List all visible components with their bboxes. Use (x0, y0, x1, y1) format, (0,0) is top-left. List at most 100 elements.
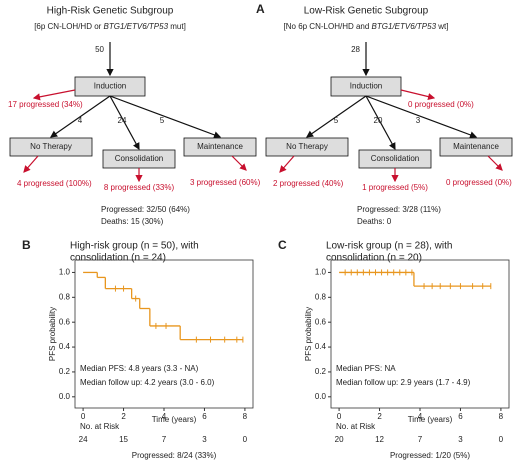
diagram-subtitle: [No 6p CN-LOH/HD and BTG1/ETV6/TP53 wt] (284, 22, 449, 31)
red-arrow (231, 155, 247, 171)
branch-count: 3 (416, 116, 421, 125)
y-axis-label: PFS probability (304, 307, 313, 361)
subtitle-part: mut] (168, 22, 186, 31)
x-tick-label: 6 (458, 412, 463, 421)
risk-value: 7 (162, 435, 167, 444)
box-label: No Therapy (30, 142, 72, 151)
y-tick-label: 0.0 (59, 392, 71, 401)
x-tick-label: 4 (418, 412, 423, 421)
chart-title: consolidation (n = 24) (70, 253, 166, 264)
y-tick-label: 0.4 (315, 342, 327, 351)
summary: Deaths: 0 (357, 217, 392, 226)
risk-value: 0 (243, 435, 248, 444)
arrow (365, 95, 478, 139)
box (265, 137, 349, 157)
box-label: Consolidation (115, 154, 163, 163)
progressed: 0 progressed (0%) (446, 178, 512, 187)
subtitle-part: BTG1/ETV6/TP53 (104, 22, 169, 31)
arrow (109, 95, 140, 151)
box (9, 137, 93, 157)
x-tick-label: 4 (162, 412, 167, 421)
y-tick-label: 0.2 (59, 367, 71, 376)
x-tick-label: 2 (121, 412, 126, 421)
risk-value: 3 (202, 435, 207, 444)
x-tick-label: 0 (337, 412, 342, 421)
progressed: 1 progressed (5%) (362, 183, 428, 192)
risk-value: 3 (458, 435, 463, 444)
box-label: No Therapy (286, 142, 328, 151)
arrow (365, 95, 396, 151)
risk-value: 24 (79, 435, 88, 444)
arrow (306, 95, 367, 138)
risk-label: No. at Risk (336, 422, 376, 431)
panel-label: C (278, 238, 287, 252)
risk-value: 0 (499, 435, 504, 444)
branch-count: 24 (118, 116, 127, 125)
annotation: Median PFS: NA (336, 364, 396, 373)
summary: Progressed: 3/28 (11%) (357, 205, 441, 214)
chart-title: consolidation (n = 20) (326, 253, 422, 264)
red-arrow (23, 155, 39, 173)
risk-value: 20 (335, 435, 344, 444)
x-tick-label: 6 (202, 412, 207, 421)
x-axis-label: Time (years) (408, 415, 453, 424)
chart-title: Low-risk group (n = 28), with (326, 241, 452, 252)
box (183, 137, 257, 157)
footer: Progressed: 8/24 (33%) (132, 451, 217, 460)
risk-value: 7 (418, 435, 423, 444)
x-tick-label: 8 (499, 412, 504, 421)
risk-label: No. at Risk (80, 422, 120, 431)
diagram-title: Low-Risk Genetic Subgroup (304, 6, 429, 17)
footer: Progressed: 1/20 (5%) (390, 451, 470, 460)
box (439, 137, 513, 157)
red-arrow (487, 155, 503, 171)
progressed: 2 progressed (40%) (273, 179, 344, 188)
x-tick-label: 2 (377, 412, 382, 421)
y-tick-label: 0.2 (315, 367, 327, 376)
annotation: Median follow up: 2.9 years (1.7 - 4.9) (336, 378, 471, 387)
progressed: 17 progressed (34%) (8, 100, 83, 109)
total-count: 50 (95, 45, 104, 54)
x-axis-label: Time (years) (152, 415, 197, 424)
progressed: 4 progressed (100%) (17, 179, 92, 188)
total-count: 28 (351, 45, 360, 54)
y-tick-label: 0.8 (59, 292, 71, 301)
chart-title: High-risk group (n = 50), with (70, 241, 199, 252)
panel-label: B (22, 238, 31, 252)
arrow (109, 95, 222, 139)
diagram-title: High-Risk Genetic Subgroup (47, 6, 174, 17)
box-label: Maintenance (453, 142, 499, 151)
progressed: 8 progressed (33%) (104, 183, 175, 192)
x-tick-label: 0 (81, 412, 86, 421)
y-tick-label: 1.0 (59, 268, 71, 277)
subtitle-part: BTG1/ETV6/TP53 (372, 22, 437, 31)
x-tick-label: 8 (243, 412, 248, 421)
branch-count: 5 (160, 116, 165, 125)
summary: Deaths: 15 (30%) (101, 217, 164, 226)
red-arrow (400, 89, 436, 101)
subtitle-part: [6p CN-LOH/HD or (34, 22, 103, 31)
summary: Progressed: 32/50 (64%) (101, 205, 190, 214)
y-tick-label: 1.0 (315, 268, 327, 277)
y-tick-label: 0.4 (59, 342, 71, 351)
y-tick-label: 0.0 (315, 392, 327, 401)
annotation: Median follow up: 4.2 years (3.0 - 6.0) (80, 378, 215, 387)
annotation: Median PFS: 4.8 years (3.3 - NA) (80, 364, 199, 373)
progressed: 3 progressed (60%) (190, 178, 261, 187)
diagram-subtitle: [6p CN-LOH/HD or BTG1/ETV6/TP53 mut] (34, 22, 186, 31)
box-label: Maintenance (197, 142, 243, 151)
risk-value: 12 (375, 435, 384, 444)
y-tick-label: 0.6 (315, 317, 327, 326)
arrow (50, 95, 111, 138)
red-arrow (279, 155, 295, 173)
y-tick-label: 0.6 (59, 317, 71, 326)
branch-count: 4 (78, 116, 83, 125)
branch-count: 5 (334, 116, 339, 125)
progressed: 0 progressed (0%) (408, 100, 474, 109)
subtitle-part: wt] (436, 22, 448, 31)
panel-label: A (256, 2, 265, 16)
subtitle-part: [No 6p CN-LOH/HD and (284, 22, 372, 31)
box-label: Consolidation (371, 154, 419, 163)
box-label: Induction (350, 82, 382, 91)
